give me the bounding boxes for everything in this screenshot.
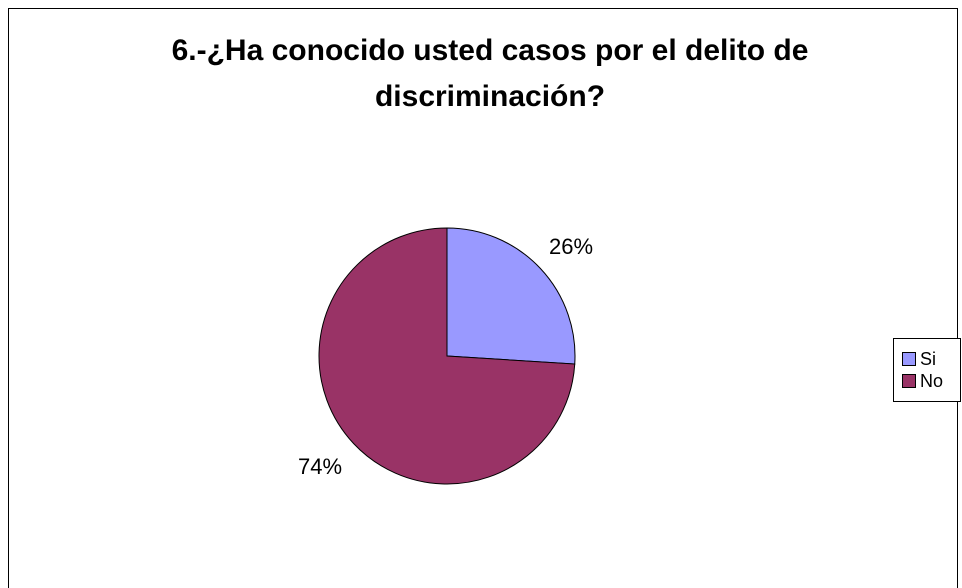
legend-label-si: Si [920,348,937,369]
legend: Si No [893,338,961,402]
pie-slice-no [318,227,576,485]
pie-slice-si [446,227,576,365]
chart-title: 6.-¿Ha conocido usted casos por el delit… [0,28,962,120]
legend-item-si: Si [902,349,936,369]
chart-title-line-1: 6.-¿Ha conocido usted casos por el delit… [171,34,809,67]
legend-item-no: No [902,371,943,391]
data-label-no: 74% [298,454,342,479]
legend-swatch-no [902,374,916,388]
legend-label-no: No [920,370,944,391]
legend-swatch-si [902,352,916,366]
chart-title-line-2: discriminación? [374,80,606,113]
data-label-si: 26% [549,234,593,259]
